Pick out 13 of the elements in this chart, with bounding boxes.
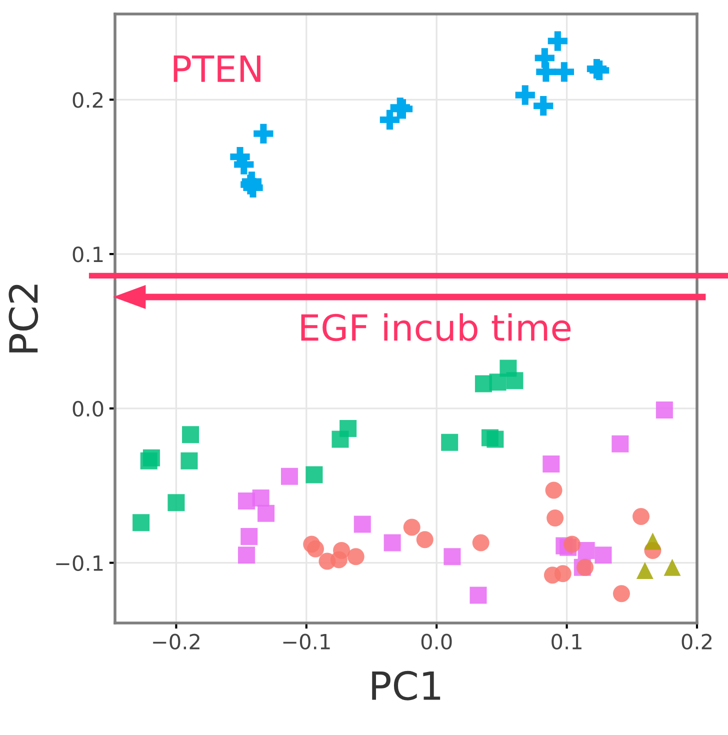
x-tick-label: −0.1	[283, 634, 330, 650]
y-tick-label: 0.0	[72, 400, 104, 417]
annotation: EGF incub time	[301, 313, 571, 342]
y-tick-label: 0.2	[72, 92, 102, 108]
x-tick-label: −0.2	[153, 634, 200, 650]
y-tick-label: −0.1	[56, 555, 103, 572]
annotation: PTEN	[174, 55, 260, 82]
y-axis-title: PC2	[8, 284, 38, 352]
y-tick-label: 0.1	[72, 246, 103, 262]
x-tick-label: 0.0	[421, 634, 452, 650]
x-tick-label: 0.2	[682, 634, 712, 650]
x-axis-title: PC1	[372, 670, 440, 700]
x-tick-label: 0.1	[552, 634, 582, 650]
